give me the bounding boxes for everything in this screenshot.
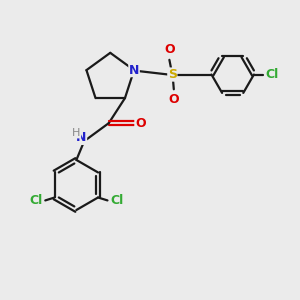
Text: S: S [168, 68, 177, 81]
Text: N: N [76, 131, 87, 144]
Text: H: H [72, 128, 81, 138]
Text: Cl: Cl [29, 194, 42, 207]
Text: Cl: Cl [265, 68, 278, 81]
Text: O: O [135, 117, 146, 130]
Text: O: O [169, 93, 179, 106]
Text: N: N [129, 64, 139, 76]
Text: O: O [164, 43, 175, 56]
Text: Cl: Cl [111, 194, 124, 207]
